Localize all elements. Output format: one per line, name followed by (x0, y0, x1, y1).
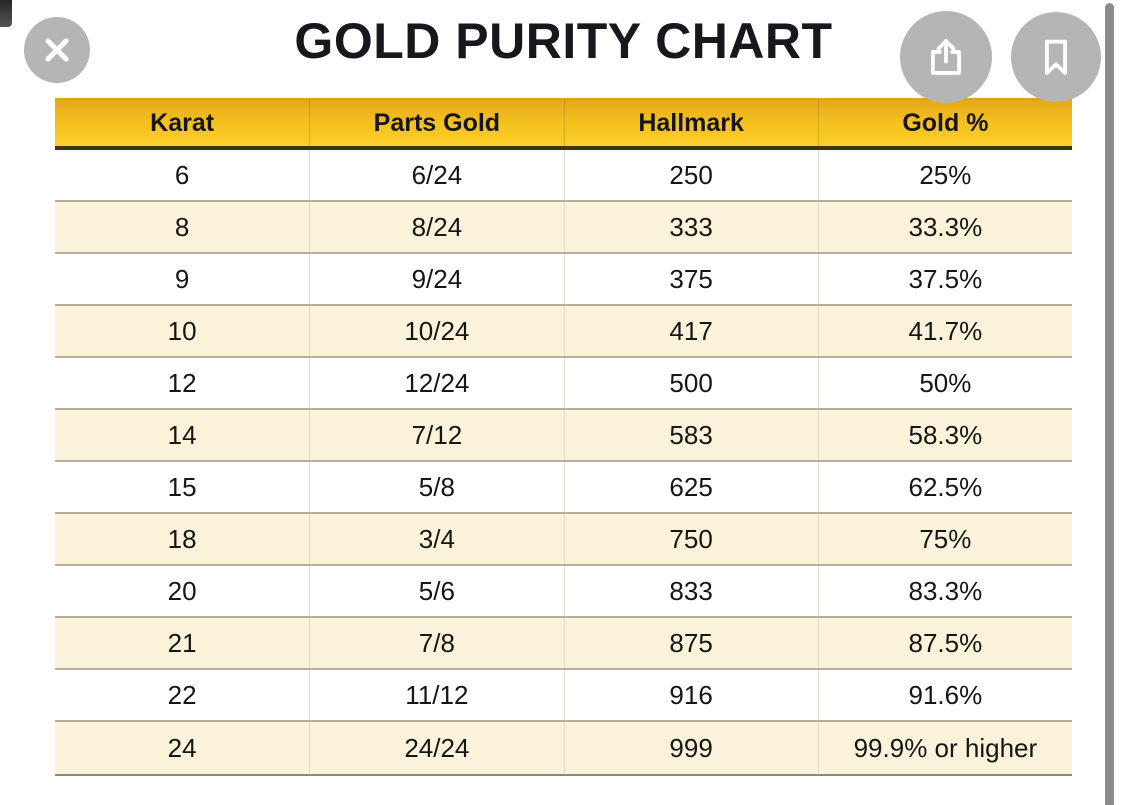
table-row: 14 7/12 583 58.3% (55, 410, 1072, 462)
table-row: 10 10/24 417 41.7% (55, 306, 1072, 358)
table-cell: 24/24 (309, 722, 563, 774)
table-cell: 20 (167, 575, 197, 606)
table-cell: 8/24 (309, 202, 563, 252)
scrollbar-thumb[interactable] (1105, 3, 1114, 805)
table-row: 6 6/24 250 25% (55, 150, 1072, 202)
column-header-hallmark: Hallmark (563, 100, 818, 146)
table-cell: 41.7% (817, 306, 1072, 356)
table-cell: 8 (174, 211, 190, 242)
table-cell: 375 (563, 254, 818, 304)
table-row: 15 5/8 625 62.5% (55, 462, 1072, 514)
table-row: 22 11/12 916 91.6% (55, 670, 1072, 722)
table-cell: 15 (167, 471, 197, 502)
page-title: GOLD PURITY CHART (294, 13, 833, 69)
table-row: 24 24/24 999 99.9% or higher (55, 722, 1072, 774)
table-cell: 333 (563, 202, 818, 252)
table-cell: 9 (174, 263, 190, 294)
table-cell: 12/24 (309, 358, 563, 408)
close-button[interactable] (24, 17, 90, 83)
table-cell: 7/12 (309, 410, 563, 460)
share-button[interactable] (900, 11, 992, 103)
table-cell: 250 (563, 150, 818, 200)
table-cell: 5/8 (309, 462, 563, 512)
table-cell: 6/24 (309, 150, 563, 200)
table-cell: 6 (174, 159, 190, 190)
table-cell: 58.3% (817, 410, 1072, 460)
table-cell: 583 (563, 410, 818, 460)
table-cell: 750 (563, 514, 818, 564)
column-header-karat: Karat (150, 108, 215, 137)
table-cell: 875 (563, 618, 818, 668)
bookmark-button[interactable] (1011, 12, 1101, 102)
table-cell: 500 (563, 358, 818, 408)
table-cell: 91.6% (817, 670, 1072, 720)
table-cell: 10 (167, 315, 197, 346)
table-cell: 12 (167, 367, 197, 398)
table-row: 21 7/8 875 87.5% (55, 618, 1072, 670)
table-cell: 14 (167, 419, 197, 450)
close-icon (40, 33, 74, 67)
column-header-parts-gold: Parts Gold (309, 100, 563, 146)
top-left-notch (0, 0, 12, 27)
gold-purity-table: Karat Parts Gold Hallmark Gold % 6 6/24 25… (55, 98, 1072, 776)
table-row: 8 8/24 333 33.3% (55, 202, 1072, 254)
table-row: 20 5/6 833 83.3% (55, 566, 1072, 618)
table-header-row: Karat Parts Gold Hallmark Gold % (55, 98, 1072, 150)
table-cell: 3/4 (309, 514, 563, 564)
table-cell: 62.5% (817, 462, 1072, 512)
table-cell: 417 (563, 306, 818, 356)
bookmark-icon (1031, 32, 1081, 82)
table-cell: 10/24 (309, 306, 563, 356)
table-cell: 833 (563, 566, 818, 616)
table-cell: 37.5% (817, 254, 1072, 304)
table-cell: 22 (167, 679, 197, 710)
table-cell: 99.9% or higher (817, 722, 1072, 774)
table-body: 6 6/24 250 25% 8 8/24 333 33.3% 9 9/24 375 37.5% 10 1… (55, 150, 1072, 776)
table-cell: 999 (563, 722, 818, 774)
table-cell: 25% (817, 150, 1072, 200)
table-row: 12 12/24 500 50% (55, 358, 1072, 410)
table-cell: 5/6 (309, 566, 563, 616)
table-row: 18 3/4 750 75% (55, 514, 1072, 566)
table-cell: 916 (563, 670, 818, 720)
table-cell: 21 (167, 627, 197, 658)
table-row: 9 9/24 375 37.5% (55, 254, 1072, 306)
table-cell: 11/12 (309, 670, 563, 720)
table-cell: 18 (167, 523, 197, 554)
share-icon (921, 32, 971, 82)
table-cell: 625 (563, 462, 818, 512)
table-cell: 33.3% (817, 202, 1072, 252)
table-cell: 87.5% (817, 618, 1072, 668)
table-cell: 50% (817, 358, 1072, 408)
table-cell: 24 (167, 732, 197, 763)
table-cell: 75% (817, 514, 1072, 564)
table-cell: 9/24 (309, 254, 563, 304)
table-cell: 7/8 (309, 618, 563, 668)
table-cell: 83.3% (817, 566, 1072, 616)
column-header-gold-pct: Gold % (817, 100, 1072, 146)
